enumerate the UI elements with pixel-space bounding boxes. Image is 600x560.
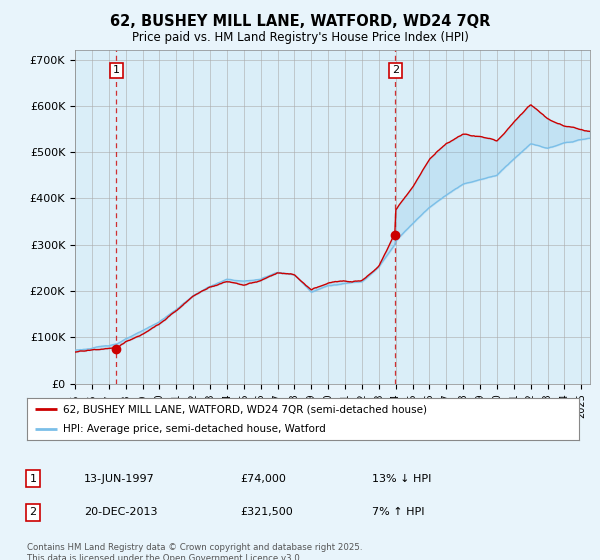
Text: 7% ↑ HPI: 7% ↑ HPI bbox=[372, 507, 425, 517]
Text: 62, BUSHEY MILL LANE, WATFORD, WD24 7QR (semi-detached house): 62, BUSHEY MILL LANE, WATFORD, WD24 7QR … bbox=[63, 404, 427, 414]
Text: 1: 1 bbox=[113, 66, 120, 76]
Text: 62, BUSHEY MILL LANE, WATFORD, WD24 7QR: 62, BUSHEY MILL LANE, WATFORD, WD24 7QR bbox=[110, 14, 490, 29]
Text: Contains HM Land Registry data © Crown copyright and database right 2025.
This d: Contains HM Land Registry data © Crown c… bbox=[27, 543, 362, 560]
Text: £74,000: £74,000 bbox=[240, 474, 286, 484]
Text: £321,500: £321,500 bbox=[240, 507, 293, 517]
Text: 2: 2 bbox=[392, 66, 399, 76]
Text: 1: 1 bbox=[29, 474, 37, 484]
Text: 13-JUN-1997: 13-JUN-1997 bbox=[84, 474, 155, 484]
Text: 2: 2 bbox=[29, 507, 37, 517]
Text: Price paid vs. HM Land Registry's House Price Index (HPI): Price paid vs. HM Land Registry's House … bbox=[131, 31, 469, 44]
Text: 20-DEC-2013: 20-DEC-2013 bbox=[84, 507, 157, 517]
Text: 13% ↓ HPI: 13% ↓ HPI bbox=[372, 474, 431, 484]
Text: HPI: Average price, semi-detached house, Watford: HPI: Average price, semi-detached house,… bbox=[63, 424, 326, 434]
